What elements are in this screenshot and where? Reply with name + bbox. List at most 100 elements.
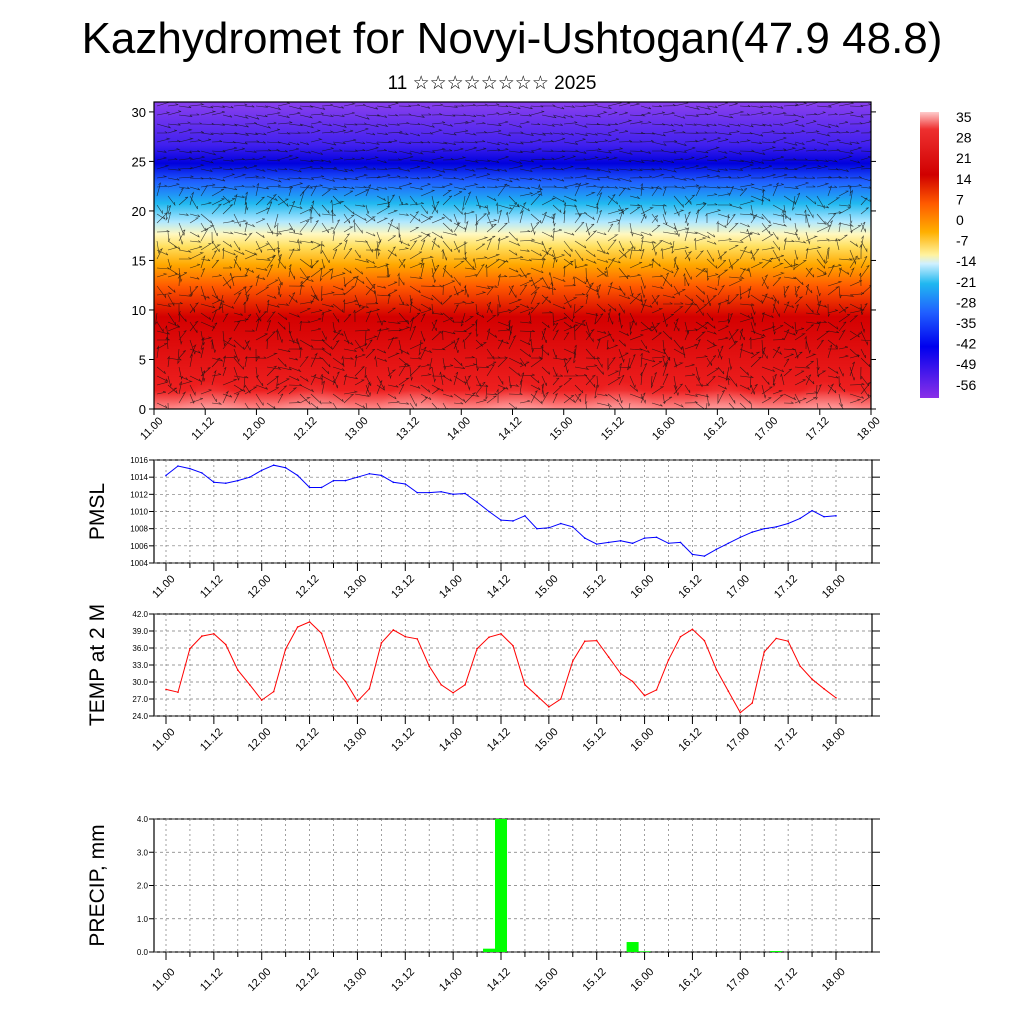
warm-area xyxy=(580,339,661,409)
x-tick-label: 15.00 xyxy=(548,415,576,443)
warm-area xyxy=(682,339,763,409)
x-tick-label: 13.00 xyxy=(341,573,369,601)
data-point xyxy=(416,638,419,640)
colorbar-label: -28 xyxy=(956,294,976,310)
data-point xyxy=(823,515,825,518)
x-tick-label: 12.12 xyxy=(293,573,321,601)
data-point xyxy=(643,537,646,539)
x-tick-label: 15.12 xyxy=(581,573,609,601)
data-point xyxy=(607,656,610,658)
x-tick-label: 14.00 xyxy=(445,415,473,443)
y-tick-label: 3.0 xyxy=(137,848,149,857)
x-tick-label: 15.12 xyxy=(599,415,627,443)
data-point xyxy=(560,522,562,525)
y-tick-label: 1008 xyxy=(130,525,148,534)
y-tick-label: 24.0 xyxy=(132,712,148,721)
precip-bar xyxy=(483,948,496,952)
x-tick-label: 13.12 xyxy=(389,573,417,601)
data-point xyxy=(392,481,395,484)
x-tick-label: 14.00 xyxy=(437,966,465,994)
data-point xyxy=(356,700,359,703)
data-point xyxy=(763,651,766,653)
data-point xyxy=(583,537,586,539)
x-tick-label: 17.00 xyxy=(752,415,780,443)
colorbar-label: 28 xyxy=(956,130,972,146)
y-tick-label: 2.0 xyxy=(137,882,149,891)
data-point xyxy=(500,519,502,521)
x-tick-label: 12.00 xyxy=(246,726,274,754)
data-point xyxy=(165,474,167,477)
wind-vectors xyxy=(155,102,871,409)
x-tick-label: 11.12 xyxy=(198,573,225,600)
data-point xyxy=(787,522,789,525)
x-tick-label: 14.00 xyxy=(437,573,465,601)
data-point xyxy=(560,698,562,700)
data-point xyxy=(775,637,777,640)
colorbar-label: 0 xyxy=(956,212,964,228)
data-point xyxy=(631,542,634,545)
y-tick-label: 25 xyxy=(132,154,146,169)
data-point xyxy=(368,688,371,690)
x-tick-label: 16.12 xyxy=(676,726,704,754)
x-tick-label: 13.00 xyxy=(341,966,369,994)
data-point xyxy=(428,665,431,667)
data-point xyxy=(284,466,287,469)
data-point xyxy=(811,678,813,680)
data-point xyxy=(691,628,694,631)
x-tick-label: 18.00 xyxy=(820,966,848,994)
x-tick-label: 13.12 xyxy=(394,415,422,443)
x-tick-label: 17.12 xyxy=(772,573,800,601)
x-tick-label: 18.00 xyxy=(820,726,848,754)
data-point xyxy=(236,669,239,671)
x-tick-label: 17.12 xyxy=(772,726,800,754)
data-point xyxy=(201,635,203,637)
data-point xyxy=(189,647,191,650)
precip-bar xyxy=(638,951,651,952)
data-point xyxy=(248,476,251,478)
data-point xyxy=(177,465,179,467)
x-tick-label: 12.00 xyxy=(246,966,274,994)
data-point xyxy=(464,492,466,495)
colorbar-label: 14 xyxy=(956,171,972,187)
data-point xyxy=(619,672,622,675)
x-tick-label: 17.00 xyxy=(724,966,752,994)
data-point xyxy=(296,474,299,477)
x-tick-label: 11.00 xyxy=(150,726,177,753)
wind-arrows xyxy=(155,102,871,409)
data-point xyxy=(703,555,706,557)
colorbar-label: -21 xyxy=(956,274,976,290)
x-tick-label: 12.12 xyxy=(292,415,320,443)
colorbar-label: -42 xyxy=(956,336,976,352)
data-point xyxy=(799,517,801,520)
x-tick-label: 14.12 xyxy=(485,966,513,994)
data-point xyxy=(344,680,347,683)
data-point xyxy=(739,711,742,714)
y-tick-label: 10 xyxy=(132,303,146,318)
data-point xyxy=(225,643,227,646)
data-point xyxy=(703,639,706,642)
data-point xyxy=(571,526,574,528)
data-point xyxy=(368,472,371,475)
data-point xyxy=(452,691,454,694)
data-point xyxy=(476,647,478,650)
x-tick-label: 14.12 xyxy=(496,415,524,443)
x-tick-label: 12.12 xyxy=(293,966,321,994)
x-tick-label: 17.00 xyxy=(724,573,752,601)
colorbar-label: 7 xyxy=(956,191,964,207)
data-point xyxy=(763,527,766,530)
plot-frame xyxy=(153,459,873,564)
data-point xyxy=(488,510,490,513)
data-point xyxy=(787,640,789,642)
data-point xyxy=(272,690,275,693)
data-point xyxy=(823,688,825,690)
data-point xyxy=(775,526,777,528)
data-point xyxy=(524,684,526,686)
y-tick-label: 33.0 xyxy=(132,661,148,670)
data-point xyxy=(201,472,203,474)
data-point xyxy=(643,694,646,697)
data-point xyxy=(536,527,538,530)
data-point xyxy=(655,689,658,691)
colorbar-label: -49 xyxy=(956,356,976,372)
